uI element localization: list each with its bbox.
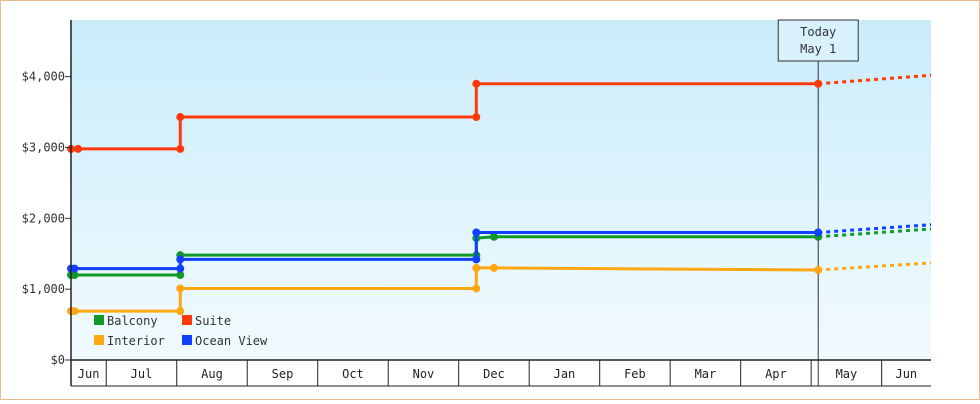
data-point-interior[interactable]: [472, 263, 481, 272]
x-tick-label: Jun: [78, 367, 100, 381]
x-tick-label: Nov: [413, 367, 435, 381]
legend-label-ocean-view: Ocean View: [195, 334, 268, 348]
data-point-balcony[interactable]: [70, 271, 79, 279]
data-point-suite[interactable]: [74, 144, 83, 153]
legend-label-balcony: Balcony: [107, 314, 158, 328]
legend-swatch-suite: [182, 315, 192, 325]
x-tick-label: Jan: [554, 367, 576, 381]
series-forecast-suite: [818, 73, 932, 86]
y-tick-label: $4,000: [22, 70, 65, 84]
today-label-line2: May 1: [800, 42, 836, 56]
data-point-ocean-view[interactable]: [814, 228, 823, 237]
today-label-line1: Today: [800, 25, 836, 39]
series-forecast-interior: [818, 261, 932, 272]
data-point-suite[interactable]: [814, 79, 823, 88]
data-point-suite[interactable]: [472, 113, 481, 122]
legend-swatch-interior: [94, 335, 104, 345]
data-point-suite[interactable]: [176, 144, 185, 153]
y-tick-label: $2,000: [22, 211, 65, 225]
y-tick-label: $1,000: [22, 282, 65, 296]
x-tick-label: Sep: [272, 367, 294, 381]
today-label-box: [777, 19, 859, 62]
data-point-interior[interactable]: [176, 284, 185, 293]
data-point-ocean-view[interactable]: [176, 264, 185, 273]
x-tick-label: Jul: [131, 367, 153, 381]
data-point-interior[interactable]: [472, 284, 481, 293]
data-point-ocean-view[interactable]: [472, 228, 481, 237]
x-tick-label: Dec: [483, 367, 505, 381]
x-tick-label: Aug: [201, 367, 223, 381]
series-suite: [67, 73, 932, 153]
x-tick-label: Mar: [695, 367, 717, 381]
data-point-suite[interactable]: [176, 113, 185, 122]
x-tick-label: Feb: [624, 367, 646, 381]
legend-swatch-ocean-view: [182, 335, 192, 345]
x-tick-label: Oct: [342, 367, 364, 381]
data-point-ocean-view[interactable]: [472, 255, 481, 264]
legend-label-interior: Interior: [107, 334, 165, 348]
data-point-suite[interactable]: [472, 79, 481, 88]
series-forecast-balcony: [818, 227, 932, 239]
y-tick-label: $0: [51, 353, 65, 367]
data-point-interior[interactable]: [814, 266, 823, 275]
x-tick-label: Apr: [765, 367, 787, 381]
data-point-interior[interactable]: [176, 307, 185, 316]
legend-swatch-balcony: [94, 315, 104, 325]
series-forecast-ocean-view: [818, 223, 932, 234]
data-point-interior[interactable]: [489, 263, 498, 272]
data-point-interior[interactable]: [70, 307, 79, 316]
data-point-balcony[interactable]: [176, 271, 185, 279]
data-point-ocean-view[interactable]: [176, 255, 185, 264]
x-tick-label: May: [836, 367, 858, 381]
series-interior: [67, 261, 932, 316]
y-tick-label: $3,000: [22, 141, 65, 155]
data-point-ocean-view[interactable]: [70, 264, 79, 273]
data-point-balcony[interactable]: [489, 232, 498, 241]
plot-background: [71, 20, 931, 360]
x-tick-label: Jun: [895, 367, 917, 381]
legend-label-suite: Suite: [195, 314, 231, 328]
